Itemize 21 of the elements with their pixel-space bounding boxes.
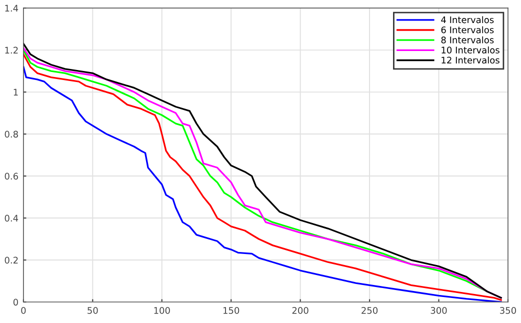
x-tick-label: 0 <box>21 307 26 314</box>
legend-label: 4 Intervalos <box>441 16 494 24</box>
legend-label: 10 Intervalos <box>442 46 500 54</box>
y-tick-label: 1.4 <box>5 4 18 12</box>
x-tick-label: 250 <box>362 307 378 314</box>
x-tick-label: 350 <box>500 307 516 314</box>
legend-label: 12 Intervalos <box>442 56 500 64</box>
legend-label: 6 Intervalos <box>441 26 494 34</box>
x-tick-label: 300 <box>430 307 447 314</box>
y-tick-label: 0.6 <box>4 172 18 180</box>
x-tick-label: 150 <box>223 307 240 314</box>
x-tick-label: 100 <box>154 307 170 314</box>
x-tick-label: 200 <box>292 307 308 314</box>
y-tick-label: 1 <box>14 88 18 96</box>
y-tick-label: 0.2 <box>4 256 18 264</box>
y-tick-label: 0.4 <box>4 214 18 222</box>
legend-label: 8 Intervalos <box>441 36 494 44</box>
y-tick-label: 0.8 <box>4 130 18 138</box>
x-tick-label: 50 <box>88 307 98 314</box>
y-tick-label: 1.2 <box>5 46 18 54</box>
y-tick-label: 0 <box>13 298 18 306</box>
